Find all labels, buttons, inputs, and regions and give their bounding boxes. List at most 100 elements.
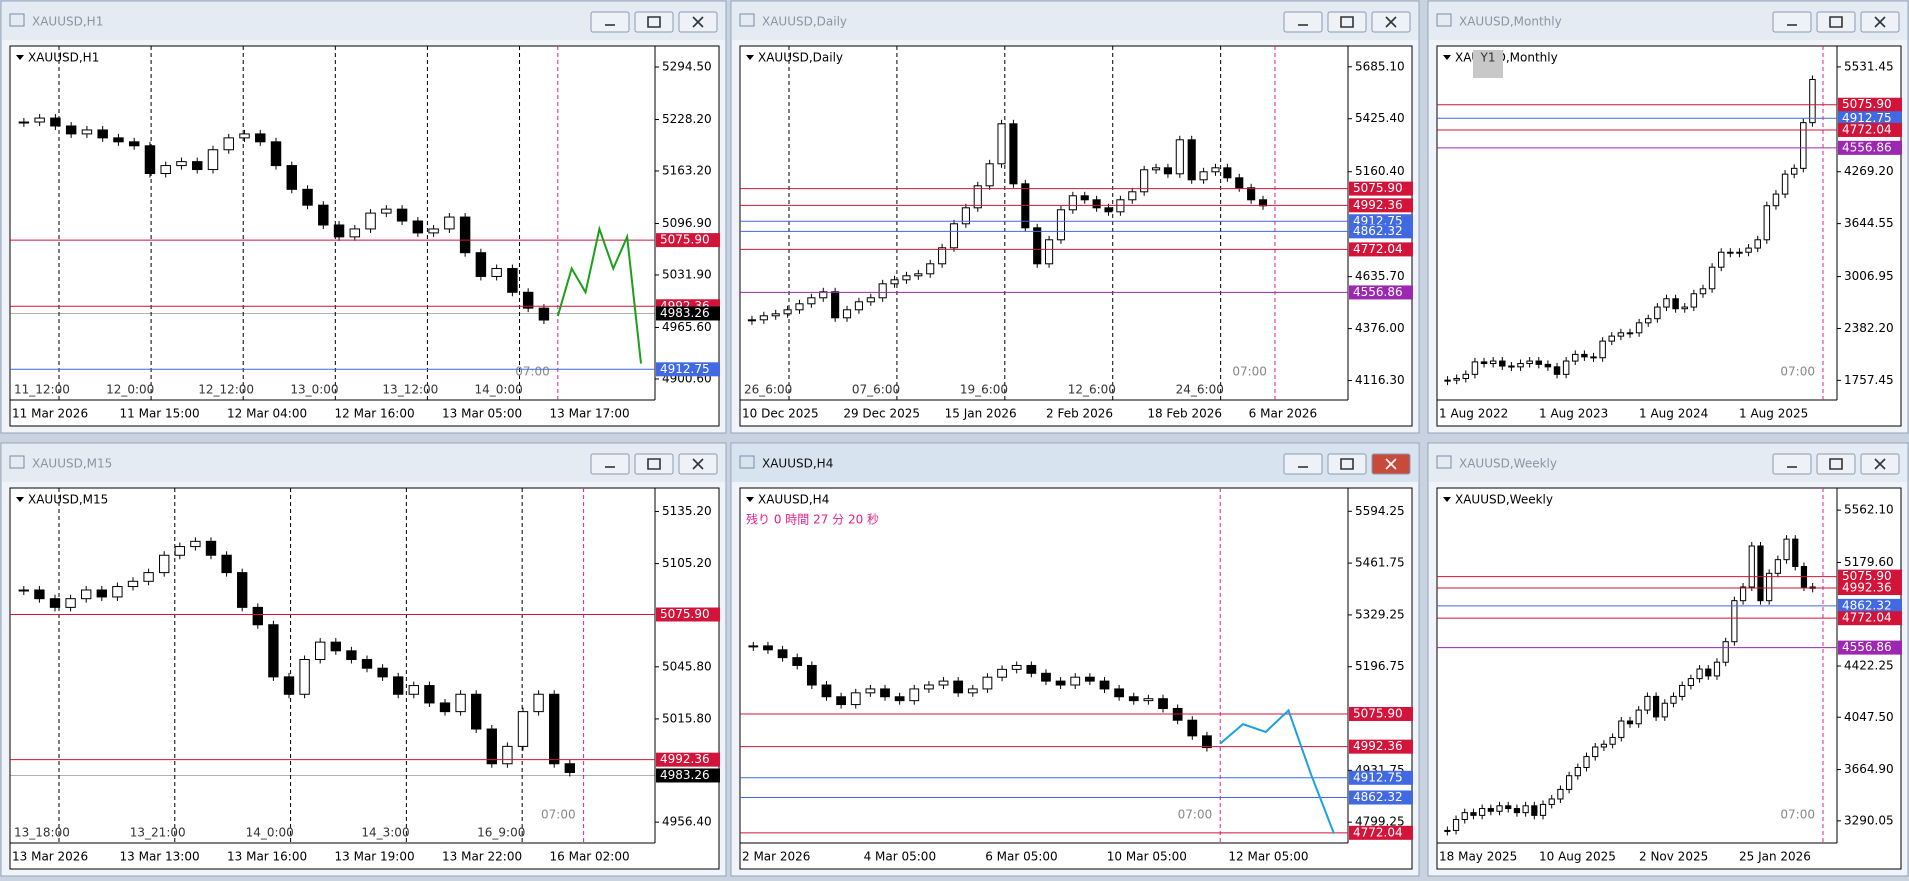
candle [1672,298,1679,310]
candle [1763,205,1771,241]
price-level-label: 4862.32 [1842,598,1892,612]
maximize-button[interactable] [634,11,674,33]
candle [412,220,424,234]
symbol-label: XAUUSD,M15 [28,493,108,507]
candle [1505,805,1512,810]
candle [1517,363,1524,368]
candle [1499,360,1506,367]
candle [1681,306,1688,310]
candle [174,546,185,556]
maximize-button[interactable] [634,453,674,475]
candle [34,589,45,600]
window-icon [1436,455,1452,469]
period-button-label: Y1 [1480,51,1496,65]
candle [1696,668,1703,680]
price-level-tag [1349,198,1413,213]
candle [1600,743,1608,748]
price-level-label: 4772.04 [1353,242,1403,256]
minimize-button[interactable] [1283,453,1323,475]
price-level-label: 4992.36 [1353,739,1403,753]
candle [128,141,140,147]
candle [1581,353,1588,358]
y-tick-label: 5015.80 [662,711,712,725]
minimize-button[interactable] [590,453,630,475]
price-level-tag [1349,739,1413,754]
close-glyph [1385,458,1397,470]
candle [223,137,234,151]
candle [113,137,124,143]
candle [1041,672,1051,682]
candle [821,684,832,698]
period-button[interactable] [1473,50,1503,78]
candle [1508,365,1515,368]
price-level-label: 4556.86 [1842,640,1892,654]
maximize-button[interactable] [1327,11,1367,33]
session-label: 07:00 [515,365,550,379]
candle [207,149,219,171]
candle [894,696,905,702]
period-label: 24_6:00 [1176,383,1224,397]
y-tick-label: 5160.40 [1355,164,1405,178]
candle [985,163,994,187]
y-tick-label: 5179.60 [1844,555,1894,569]
x-tick-label: 25 Jan 2026 [1739,850,1811,864]
minimize-button[interactable] [590,11,630,33]
price-level-tag [656,306,720,321]
session-label: 07:00 [1232,365,1267,379]
chart-window: XAUUSD,Monthly 5531.45 4269.20 3644.55 3006.… [1427,0,1909,434]
candle [1045,239,1054,265]
candle [299,659,310,695]
symbol-arrow [746,497,754,502]
candle [1104,207,1113,213]
y-tick-label: 4376.00 [1355,321,1405,335]
window-title: XAUUSD,H4 [762,457,833,471]
session-label: 07:00 [1178,808,1213,822]
maximize-button[interactable] [1327,453,1367,475]
candle [191,161,203,171]
candle [252,606,263,626]
candle [1757,545,1764,602]
candle [471,693,482,730]
candle [982,676,993,690]
countdown: 残り 0 時間 27 分 20 秒 [746,513,879,527]
y-tick-label: 4965.60 [662,320,712,334]
maximize-button[interactable] [1816,453,1856,475]
candle [1557,788,1564,800]
candle [1026,664,1037,674]
y-tick-label: 4047.50 [1844,710,1894,724]
minimize-button[interactable] [1283,11,1323,33]
y-tick-label: 5105.20 [662,556,712,570]
maximize-glyph [1340,16,1354,28]
candle [1731,600,1738,643]
y-tick-label: 5329.25 [1355,607,1405,621]
minimize-button[interactable] [1772,11,1812,33]
candle [97,129,108,139]
candle [1727,251,1734,254]
x-tick-label: 13 Mar 13:00 [120,850,200,864]
candle [1699,288,1707,295]
candle [926,263,935,275]
x-tick-label: 13 Mar 16:00 [227,850,307,864]
candle [1687,678,1694,686]
chart-window: XAUUSD,Daily 5685.10 5425.40 5160.40 4635.70… [730,0,1420,434]
candle [34,117,45,123]
candle [1199,171,1208,181]
price-level-tag [1838,569,1902,584]
candle [1522,805,1529,814]
y-tick-label: 4116.30 [1355,373,1405,387]
price-level-label: 4772.04 [1353,825,1403,839]
symbol-label: XAUUSD,H1 [28,51,99,65]
price-level-tag [656,362,720,377]
candle [819,291,828,299]
minimize-button[interactable] [1772,453,1812,475]
close-glyph [1874,16,1886,28]
maximize-button[interactable] [1816,11,1856,33]
price-level-label: 5075.90 [1842,569,1892,583]
candle [221,554,232,574]
candle [18,589,29,592]
period-label: 12_0:00 [106,383,154,397]
candle [1574,767,1581,777]
x-tick-label: 16 Mar 02:00 [550,850,630,864]
candle [286,165,298,190]
maximize-glyph [1340,458,1354,470]
